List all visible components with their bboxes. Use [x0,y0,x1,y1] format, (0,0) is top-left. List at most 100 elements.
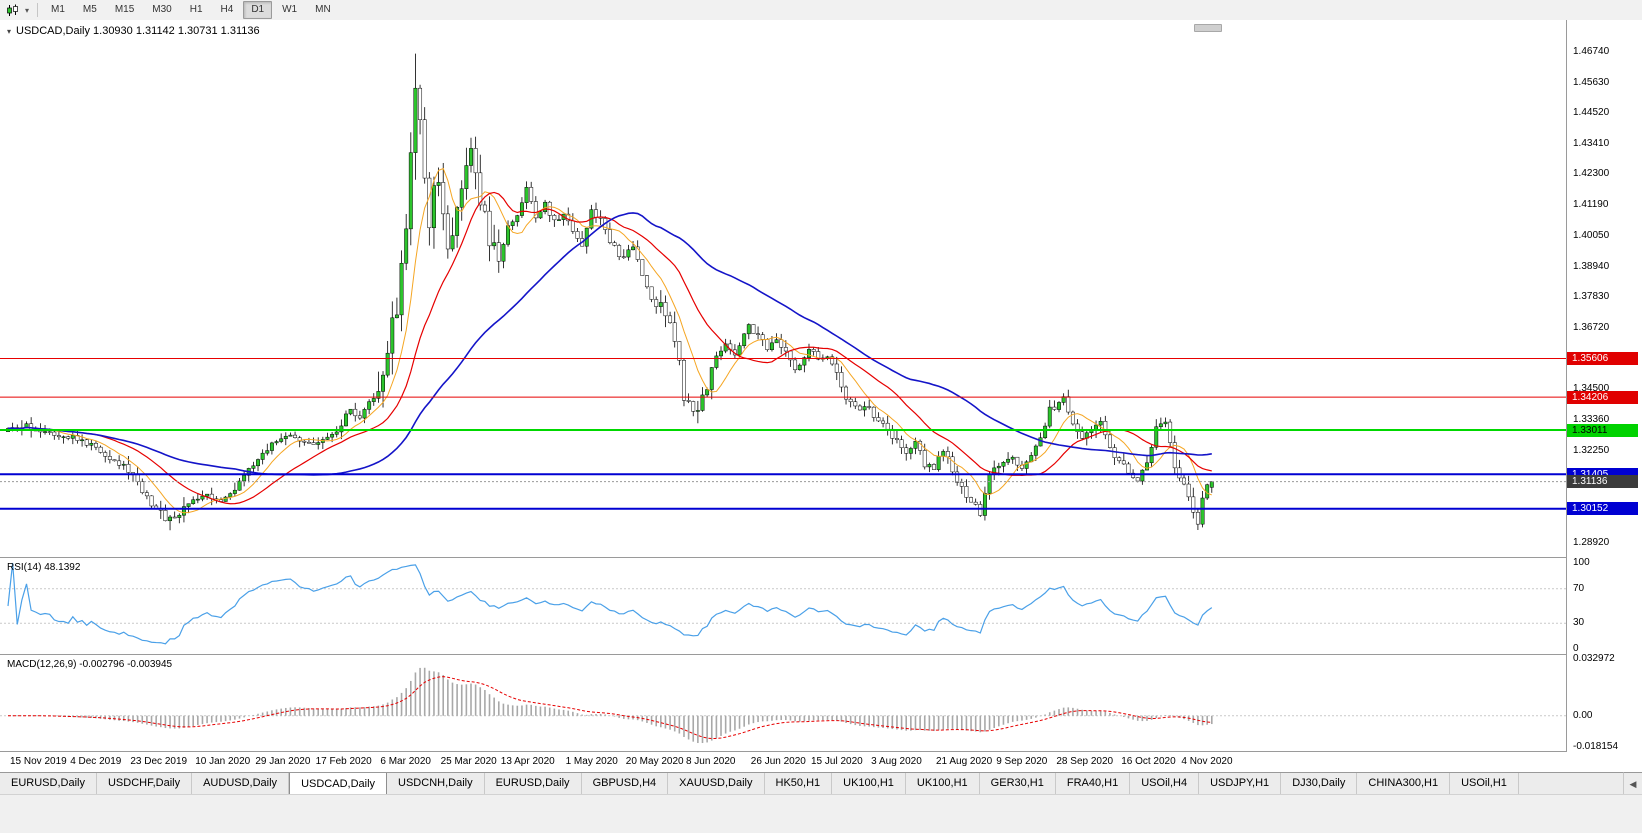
date-axis-label: 9 Sep 2020 [996,756,1048,767]
rsi-indicator-value: 48.1392 [44,562,81,573]
date-axis-label: 15 Nov 2019 [10,756,67,767]
chevron-down-icon[interactable]: ▾ [24,5,29,15]
chart-tab-usdjpy-h1[interactable]: USDJPY,H1 [1199,773,1282,795]
price-axis-label: 1.41190 [1573,198,1609,210]
price-badge-1.33011: 1.33011 [1567,423,1638,437]
rsi-pane[interactable] [0,558,1566,654]
rsi-axis-label: 70 [1573,582,1585,594]
price-axis-label: 1.40050 [1573,230,1610,242]
price-axis-label: 1.37830 [1573,291,1610,303]
toolbar-separator [37,3,38,17]
rsi-axis-label: 100 [1573,557,1590,568]
date-axis-label: 16 Oct 2020 [1121,756,1176,767]
chart-tab-usdcad-daily[interactable]: USDCAD,Daily [289,773,388,795]
chevron-left-icon: ◀ [1629,778,1637,789]
price-axis-label: 1.36720 [1573,321,1610,333]
chart-tab-xauusd-daily[interactable]: XAUUSD,Daily [668,773,765,795]
chart-tab-uk100-h1[interactable]: UK100,H1 [832,773,906,795]
date-axis-label: 29 Jan 2020 [255,756,311,767]
chart-tab-usdcnh-daily[interactable]: USDCNH,Daily [387,773,485,795]
price-badge-1.30152: 1.30152 [1567,502,1638,516]
price-axis-label: 1.46740 [1573,45,1610,57]
chart-scrollbar-thumb[interactable] [1194,24,1222,32]
chart-ohlc-info: USDCAD,Daily 1.30930 1.31142 1.30731 1.3… [16,25,260,37]
price-axis-label: 1.45630 [1573,76,1610,88]
chart-tab-china300-h1[interactable]: CHINA300,H1 [1357,773,1451,795]
chart-tab-fra40-h1[interactable]: FRA40,H1 [1056,773,1131,795]
price-axis-label: 1.38940 [1573,260,1610,272]
chart-tabs-bar: EURUSD,Daily USDCHF,Daily AUDUSD,Daily USDC… [0,772,1624,795]
timeframe-button-w1[interactable]: W1 [282,4,298,15]
rsi-label: RSI(14) 48.1392 [7,562,80,573]
chart-tab-hk50-h1[interactable]: HK50,H1 [765,773,833,795]
rsi-axis-label: 0 [1573,643,1579,654]
timeframe-button-m30[interactable]: M30 [152,4,172,15]
macd-indicator-value: -0.002796 -0.003945 [79,659,173,670]
price-axis-label: 1.34500 [1573,383,1610,395]
timeframe-button-m1[interactable]: M1 [51,4,65,15]
macd-pane[interactable] [0,655,1566,751]
date-axis-separator [0,751,1642,752]
date-axis-label: 15 Jul 2020 [810,756,863,767]
status-bar-area [0,794,1642,833]
chart-tab-gbpusd-h4[interactable]: GBPUSD,H4 [582,773,669,795]
date-axis-label: 1 May 2020 [565,756,618,767]
date-axis[interactable]: 15 Nov 2019 4 Dec 2019 23 Dec 2019 10 Jan 2… [0,752,1642,772]
tab-scroll-left-button[interactable]: ◀ [1623,772,1642,795]
date-axis-label: 3 Aug 2020 [871,756,922,767]
price-badge-1.31136: 1.31136 [1567,475,1638,489]
chart-tab-dj30-daily[interactable]: DJ30,Daily [1281,773,1358,795]
date-axis-label: 17 Feb 2020 [315,756,372,767]
chart-tab-uk100-h1[interactable]: UK100,H1 [906,773,980,795]
price-axis-label: 1.42300 [1573,168,1610,180]
timeframe-button-m15[interactable]: M15 [114,4,135,15]
chart-tab-audusd-daily[interactable]: AUDUSD,Daily [192,773,290,795]
chart-tab-ger30-h1[interactable]: GER30,H1 [980,773,1056,795]
price-badge-1.35606: 1.35606 [1567,352,1638,366]
price-chart-pane[interactable] [0,20,1566,557]
macd-axis-label: 0.032972 [1573,653,1615,664]
rsi-axis-label: 30 [1573,617,1585,629]
price-axis[interactable]: 1.46740 1.45630 1.44520 1.43410 1.42300 1.411… [1566,20,1642,752]
date-axis-label: 4 Nov 2020 [1181,756,1233,767]
price-chart-svg[interactable] [0,20,1566,557]
date-axis-label: 8 Jun 2020 [685,756,736,767]
timeframe-button-m5[interactable]: M5 [82,4,97,15]
date-axis-label: 25 Mar 2020 [440,756,497,767]
date-axis-label: 28 Sep 2020 [1056,756,1114,767]
price-axis-label: 1.44520 [1573,107,1610,119]
timeframe-button-h4[interactable]: H4 [220,4,234,15]
date-axis-label: 20 May 2020 [625,756,684,767]
macd-label: MACD(12,26,9) -0.002796 -0.003945 [7,659,172,670]
date-axis-label: 23 Dec 2019 [130,756,188,767]
rsi-chart-svg[interactable] [0,558,1566,654]
chart-header: ▾ USDCAD,Daily 1.30930 1.31142 1.30731 1… [7,25,260,37]
date-axis-label: 13 Apr 2020 [500,756,555,767]
chart-tab-usoil-h1[interactable]: USOil,H1 [1450,773,1519,795]
date-axis-label: 10 Jan 2020 [195,756,251,767]
pane-separator-macd[interactable] [0,654,1642,655]
macd-axis-label: 0.00 [1573,709,1593,721]
timeframe-buttons: M1 M5 M15 M30 H1 H4 D1 W1 MN [43,1,339,19]
price-axis-label: 1.43410 [1573,137,1610,149]
timeframe-button-d1[interactable]: D1 [243,1,273,19]
timeframe-toolbar: ▾ M1 M5 M15 M30 H1 H4 D1 W1 MN [0,0,1642,21]
candlestick-chart-icon[interactable] [4,2,22,18]
macd-axis-label: -0.018154 [1573,741,1619,752]
chart-tab-eurusd-daily[interactable]: EURUSD,Daily [485,773,582,795]
chart-tab-usoil-h4[interactable]: USOil,H4 [1130,773,1200,795]
timeframe-button-h1[interactable]: H1 [189,4,203,15]
candlestick-chart-icon-glyph [7,4,18,16]
timeframe-button-mn[interactable]: MN [315,4,331,15]
price-badge-1.34206: 1.34206 [1567,390,1638,404]
date-axis-label: 4 Dec 2019 [70,756,122,767]
macd-chart-svg[interactable] [0,655,1566,751]
chart-tab-usdchf-daily[interactable]: USDCHF,Daily [97,773,193,795]
chart-tab-eurusd-daily[interactable]: EURUSD,Daily [0,773,97,795]
collapse-triangle-icon[interactable]: ▾ [7,26,12,36]
pane-separator-rsi[interactable] [0,557,1642,558]
price-axis-label: 1.32250 [1573,444,1610,456]
date-axis-label: 6 Mar 2020 [380,756,431,767]
price-axis-label: 1.33360 [1573,414,1610,426]
